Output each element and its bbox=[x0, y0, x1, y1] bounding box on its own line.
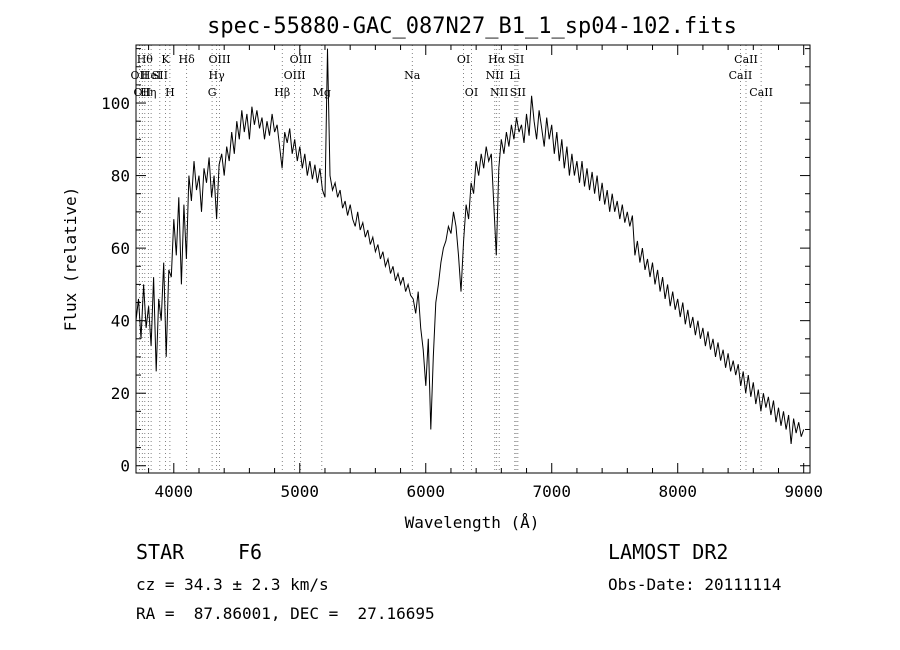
x-tick-label: 7000 bbox=[532, 482, 571, 501]
line-marker-label: H bbox=[165, 86, 175, 99]
line-marker-label: NII bbox=[486, 69, 504, 82]
line-marker-label: CaII bbox=[729, 69, 753, 82]
y-tick-label: 100 bbox=[101, 94, 130, 113]
line-marker-label: SII bbox=[508, 53, 524, 66]
subclass: F6 bbox=[238, 540, 263, 564]
line-marker-label: OIII bbox=[208, 53, 230, 66]
x-tick-label: 4000 bbox=[155, 482, 194, 501]
survey-name: LAMOST DR2 bbox=[608, 540, 729, 564]
y-axis-ticks: 0 20 40 60 80 100 bbox=[101, 48, 810, 476]
line-marker-label: OI bbox=[457, 53, 470, 66]
line-marker-label: CaII bbox=[734, 53, 758, 66]
line-marker-label: K bbox=[161, 53, 170, 66]
x-tick-label: 9000 bbox=[784, 482, 823, 501]
line-marker-label: G bbox=[208, 86, 217, 99]
chart-title: spec-55880-GAC_087N27_B1_1_sp04-102.fits bbox=[207, 14, 737, 39]
x-axis-ticks: 4000 5000 6000 7000 8000 9000 bbox=[148, 45, 823, 501]
line-marker-label: Na bbox=[404, 69, 421, 82]
y-tick-label: 20 bbox=[111, 384, 130, 403]
line-marker-label: OII bbox=[131, 69, 149, 82]
line-marker-label: Hβ bbox=[274, 86, 290, 99]
line-marker-label: OIII bbox=[290, 53, 312, 66]
object-type: STAR bbox=[136, 540, 185, 564]
line-marker-label: OII bbox=[133, 86, 151, 99]
line-marker-label: OI bbox=[465, 86, 478, 99]
line-marker-label: Hη bbox=[140, 86, 156, 99]
line-marker-label: SII bbox=[152, 69, 168, 82]
line-markers: OIIOIIHθHηHeISIIKHHδGHγOIIIHβOIIIOIIIMgN… bbox=[131, 45, 773, 473]
spectrum-line bbox=[135, 48, 805, 445]
x-tick-label: 5000 bbox=[281, 482, 320, 501]
obs-date: Obs-Date: 20111114 bbox=[608, 575, 782, 594]
line-marker-label: HeI bbox=[141, 69, 161, 82]
plot-frame bbox=[135, 44, 811, 474]
x-tick-label: 6000 bbox=[406, 482, 445, 501]
line-marker-label: NII bbox=[490, 86, 508, 99]
y-tick-label: 60 bbox=[111, 239, 130, 258]
y-tick-label: 80 bbox=[111, 167, 130, 186]
y-tick-label: 0 bbox=[120, 457, 130, 476]
line-marker-label: Hα bbox=[488, 53, 506, 66]
x-axis-label: Wavelength (Å) bbox=[405, 513, 540, 532]
line-marker-label: Li bbox=[509, 69, 520, 82]
coordinates: RA = 87.86001, DEC = 27.16695 bbox=[136, 604, 435, 623]
line-marker-label: Hθ bbox=[137, 53, 154, 66]
x-tick-label: 8000 bbox=[658, 482, 697, 501]
line-marker-label: OIII bbox=[284, 69, 306, 82]
redshift: cz = 34.3 ± 2.3 km/s bbox=[136, 575, 329, 594]
y-axis-label: Flux (relative) bbox=[61, 187, 80, 332]
line-marker-label: Hγ bbox=[209, 69, 226, 82]
line-marker-label: SII bbox=[510, 86, 526, 99]
line-marker-label: CaII bbox=[749, 86, 773, 99]
y-tick-label: 40 bbox=[111, 312, 130, 331]
line-marker-label: Hδ bbox=[179, 53, 196, 66]
